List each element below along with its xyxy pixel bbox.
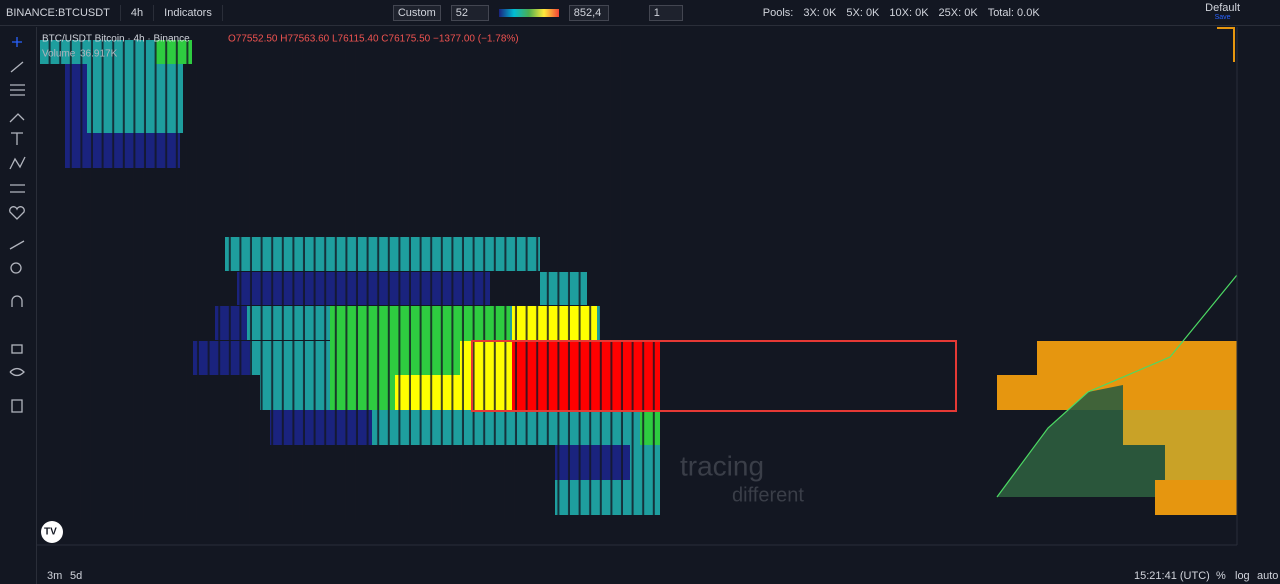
legend-ohlc: O77552.50 H77563.60 L76115.40 C76175.50 … [228, 34, 519, 45]
lock-tool[interactable] [11, 344, 23, 354]
bottom-bar: 3m 5d 15:21:41 (UTC) % log auto [37, 566, 1280, 584]
projection-tool[interactable] [10, 184, 25, 193]
gradient-value[interactable]: 852,4 [568, 4, 609, 21]
legend-volume: Volume [42, 49, 76, 60]
drawing-toolbar [0, 27, 37, 584]
clock: 15:21:41 (UTC) [1134, 570, 1210, 582]
liquidation-profile [996, 274, 1238, 515]
layers-value[interactable]: 1 [648, 4, 683, 21]
logo-mark: TV [44, 527, 57, 538]
magnet-tool[interactable] [11, 295, 23, 307]
line-tool[interactable] [10, 61, 24, 73]
top-toolbar: BINANCE:BTCUSDT 4h Indicators Custom 52 … [0, 0, 1280, 26]
auto-toggle[interactable]: auto [1257, 570, 1279, 582]
mode-select[interactable]: Custom [392, 4, 441, 21]
interval[interactable]: 4h [130, 6, 144, 19]
ruler-tool[interactable] [9, 240, 25, 250]
delete-tool[interactable] [11, 399, 23, 413]
pool-3x[interactable]: 3X: 0K [803, 6, 837, 19]
pools-total: Total: 0.0K [987, 6, 1040, 19]
favorite-tool[interactable] [9, 206, 25, 220]
axis-marker [1217, 27, 1235, 62]
percent-toggle[interactable]: % [1216, 570, 1226, 582]
visibility-tool[interactable] [9, 367, 25, 377]
layout-name[interactable]: Default [1205, 1, 1240, 14]
price-axis [1237, 27, 1280, 545]
pool-10x[interactable]: 10X: 0K [889, 6, 929, 19]
legend-volume-value: 36.917K [80, 49, 118, 60]
text-tool[interactable] [11, 132, 23, 145]
pool-25x[interactable]: 25X: 0K [938, 6, 978, 19]
zoom-tool[interactable] [10, 262, 22, 274]
pool-5x[interactable]: 5X: 0K [846, 6, 880, 19]
gradient-slider[interactable] [498, 8, 559, 17]
watermark: different [732, 484, 804, 506]
watermark: tracing [680, 450, 764, 481]
zone-box [471, 340, 957, 412]
mode-value[interactable]: 52 [450, 4, 489, 21]
tool-icons [9, 37, 26, 413]
save-label[interactable]: Save [1214, 13, 1231, 21]
crosshair-tool[interactable] [12, 37, 22, 47]
log-toggle[interactable]: log [1235, 570, 1250, 582]
pattern-tool[interactable] [9, 156, 26, 170]
indicators-button[interactable]: Indicators [164, 6, 212, 19]
range-button[interactable]: 5d [70, 570, 83, 582]
logo [41, 521, 63, 543]
symbol[interactable]: BINANCE:BTCUSDT [6, 6, 110, 19]
brush-tool[interactable] [9, 113, 25, 123]
fib-tool[interactable] [10, 84, 25, 96]
heatmap [40, 40, 660, 520]
pools-label: Pools: [762, 6, 794, 19]
legend-title: BTC/USDT Bitcoin · 4h · Binance [42, 34, 190, 45]
range-button[interactable]: 3m [47, 570, 63, 582]
